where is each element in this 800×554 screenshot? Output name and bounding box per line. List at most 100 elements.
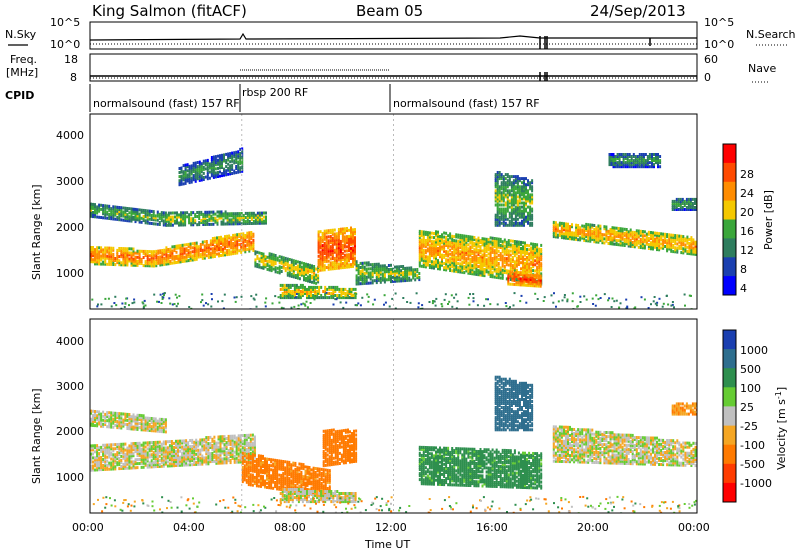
heatmap-cell — [463, 246, 466, 250]
heatmap-cell — [352, 254, 354, 258]
heatmap-cell — [163, 258, 166, 262]
heatmap-cell — [228, 214, 231, 218]
heatmap-cell — [453, 255, 456, 259]
heatmap-cell — [210, 160, 213, 163]
heatmap-cell — [114, 209, 117, 213]
heatmap-cell — [493, 257, 496, 261]
heatmap-cell — [459, 270, 462, 274]
heatmap-cell — [335, 252, 338, 256]
heatmap-cell — [246, 233, 249, 237]
heatmap-cell — [367, 281, 370, 285]
heatmap-cell — [463, 254, 466, 258]
heatmap-cell — [465, 263, 468, 267]
heatmap-cell — [515, 283, 518, 287]
heatmap-cell — [664, 238, 667, 242]
heatmap-cell — [339, 242, 342, 245]
heatmap-cell — [227, 158, 230, 162]
heatmap-cell — [499, 239, 502, 243]
heatmap-cell — [284, 256, 287, 260]
heatmap-cell — [180, 221, 182, 225]
heatmap-cell — [642, 163, 645, 167]
heatmap-cell — [189, 254, 192, 258]
heatmap-cell — [650, 235, 652, 239]
heatmap-cell — [232, 244, 235, 247]
heatmap-cell — [575, 235, 578, 239]
heatmap-cell — [346, 263, 348, 267]
heatmap-cell — [319, 230, 322, 234]
heatmap-cell — [504, 183, 507, 187]
heatmap-cell — [483, 259, 486, 263]
heatmap-cell — [439, 253, 441, 257]
heatmap-cell — [171, 255, 174, 259]
heatmap-cell — [306, 287, 308, 291]
heatmap-cell — [160, 217, 163, 221]
heatmap-cell — [510, 209, 513, 213]
heatmap-cell — [692, 252, 695, 256]
heatmap-cell — [162, 213, 165, 217]
heatmap-cell — [334, 290, 337, 293]
heatmap-cell — [422, 259, 425, 262]
heatmap-cell — [610, 153, 613, 156]
heatmap-cell — [479, 255, 482, 259]
heatmap-cell — [383, 278, 386, 282]
heatmap-cell — [502, 183, 505, 187]
heatmap-cell — [523, 223, 525, 227]
heatmap-cell — [526, 268, 528, 272]
heatmap-cell — [453, 247, 456, 251]
heatmap-cell — [276, 270, 279, 274]
heatmap-cell — [124, 218, 127, 222]
heatmap-cell — [142, 217, 145, 220]
heatmap-cell — [515, 281, 518, 285]
heatmap-cell — [685, 206, 688, 209]
heatmap-cell — [479, 263, 482, 267]
heatmap-cell — [599, 226, 602, 230]
heatmap-cell — [447, 264, 450, 268]
heatmap-cell — [560, 236, 563, 240]
heatmap-cell — [616, 165, 619, 169]
heatmap-cell — [537, 274, 540, 278]
heatmap-cell — [603, 293, 606, 296]
heatmap-cell — [441, 263, 443, 267]
heatmap-cell — [169, 223, 172, 227]
heatmap-cell — [248, 237, 251, 241]
heatmap-cell — [455, 255, 458, 259]
heatmap-cell — [359, 266, 362, 269]
heatmap-cell — [193, 250, 196, 253]
heatmap-cell — [317, 242, 320, 246]
heatmap-cell — [205, 248, 208, 252]
heatmap-cell — [510, 203, 513, 207]
heatmap-cell — [418, 248, 421, 252]
heatmap-cell — [610, 159, 613, 163]
heatmap-cell — [171, 223, 174, 227]
heatmap-cell — [599, 228, 602, 232]
heatmap-cell — [142, 215, 145, 218]
heatmap-cell — [554, 233, 557, 237]
heatmap-cell — [289, 294, 291, 297]
heatmap-cell — [144, 221, 147, 225]
heatmap-cell — [354, 294, 357, 297]
heatmap-cell — [608, 159, 611, 163]
heatmap-cell — [132, 217, 135, 221]
heatmap-cell — [165, 256, 168, 260]
heatmap-cell — [495, 257, 498, 261]
heatmap-cell — [519, 271, 522, 275]
heatmap-cell — [113, 302, 116, 304]
heatmap-cell — [673, 206, 676, 209]
heatmap-cell — [110, 453, 113, 457]
heatmap-cell — [102, 250, 105, 254]
heatmap-cell — [521, 221, 523, 225]
heatmap-cell — [104, 453, 107, 457]
heatmap-cell — [421, 304, 424, 307]
heatmap-cell — [134, 263, 137, 267]
heatmap-cell — [307, 275, 309, 279]
heatmap-cell — [325, 237, 328, 241]
heatmap-cell — [294, 267, 297, 271]
heatmap-cell — [651, 157, 653, 160]
heatmap-cell — [200, 221, 203, 224]
heatmap-cell — [213, 248, 216, 252]
heatmap-cell — [641, 240, 644, 244]
heatmap-cell — [169, 255, 172, 259]
heatmap-cell — [180, 215, 182, 219]
heatmap-cell — [102, 447, 105, 451]
heatmap-cell — [623, 242, 626, 245]
